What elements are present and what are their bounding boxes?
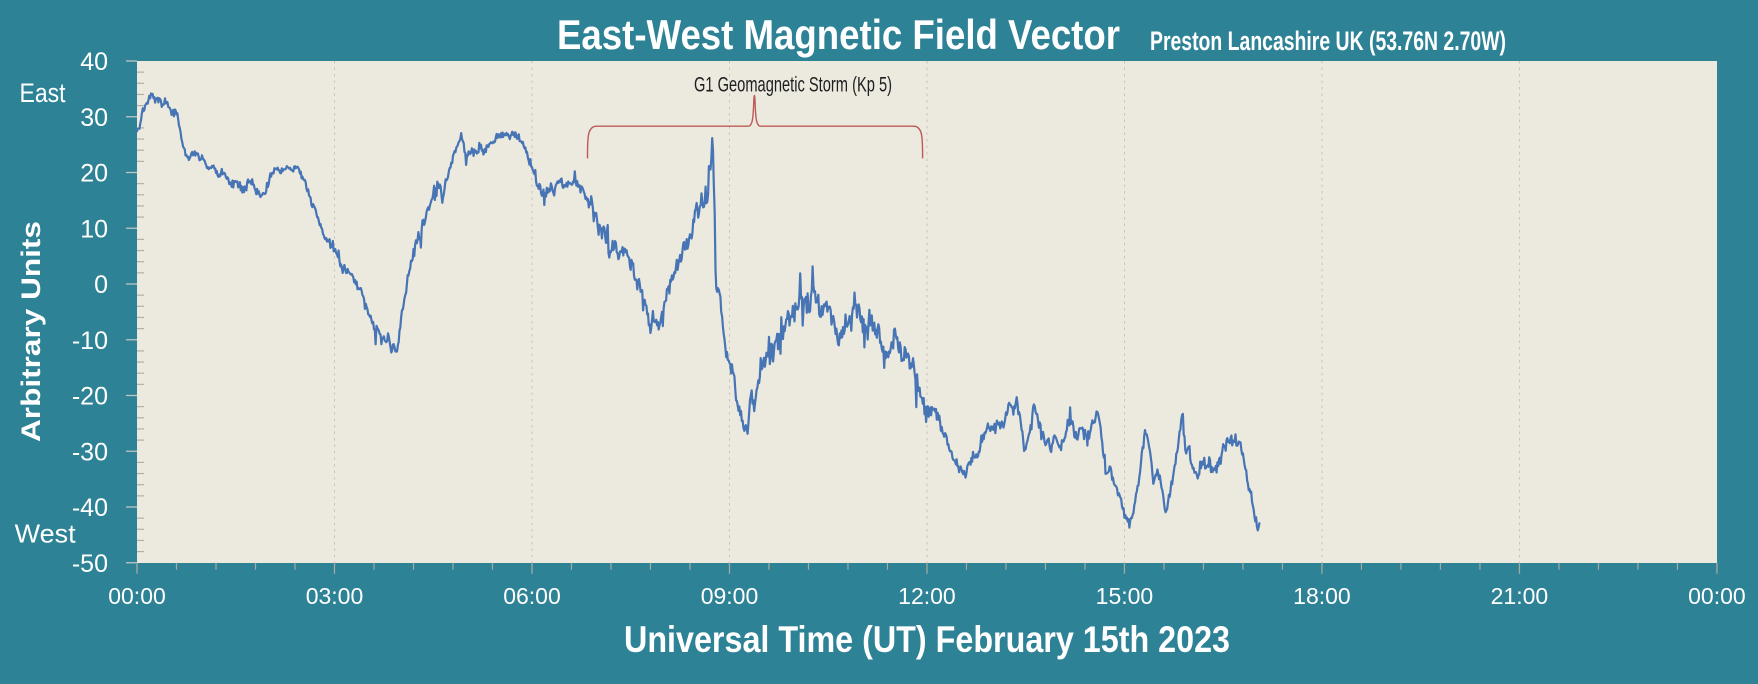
svg-text:-40: -40 xyxy=(72,494,108,522)
svg-text:12:00: 12:00 xyxy=(898,583,956,609)
svg-text:00:00: 00:00 xyxy=(108,583,166,609)
svg-text:Preston Lancashire UK (53.76N: Preston Lancashire UK (53.76N 2.70W) xyxy=(1150,26,1506,56)
svg-text:-10: -10 xyxy=(72,327,108,355)
svg-text:Universal Time (UT) February 1: Universal Time (UT) February 15th 2023 xyxy=(624,619,1230,660)
svg-text:15:00: 15:00 xyxy=(1096,583,1154,609)
svg-text:10: 10 xyxy=(80,215,108,243)
svg-text:-50: -50 xyxy=(72,550,108,578)
svg-text:09:00: 09:00 xyxy=(701,583,759,609)
svg-text:-30: -30 xyxy=(72,438,108,466)
svg-text:40: 40 xyxy=(80,48,108,76)
svg-text:-20: -20 xyxy=(72,383,108,411)
svg-text:00:00: 00:00 xyxy=(1688,583,1746,609)
svg-text:21:00: 21:00 xyxy=(1491,583,1549,609)
svg-text:West: West xyxy=(15,518,77,548)
svg-text:18:00: 18:00 xyxy=(1293,583,1351,609)
svg-text:03:00: 03:00 xyxy=(306,583,364,609)
svg-text:Arbitrary Units: Arbitrary Units xyxy=(16,221,46,442)
svg-text:06:00: 06:00 xyxy=(503,583,561,609)
svg-text:0: 0 xyxy=(94,271,108,299)
svg-text:East-West Magnetic Field Vecto: East-West Magnetic Field Vector xyxy=(557,11,1120,58)
svg-text:East: East xyxy=(20,78,66,108)
svg-text:G1 Geomagnetic Storm (Kp 5): G1 Geomagnetic Storm (Kp 5) xyxy=(694,74,892,97)
svg-text:20: 20 xyxy=(80,160,108,188)
svg-text:30: 30 xyxy=(80,104,108,132)
